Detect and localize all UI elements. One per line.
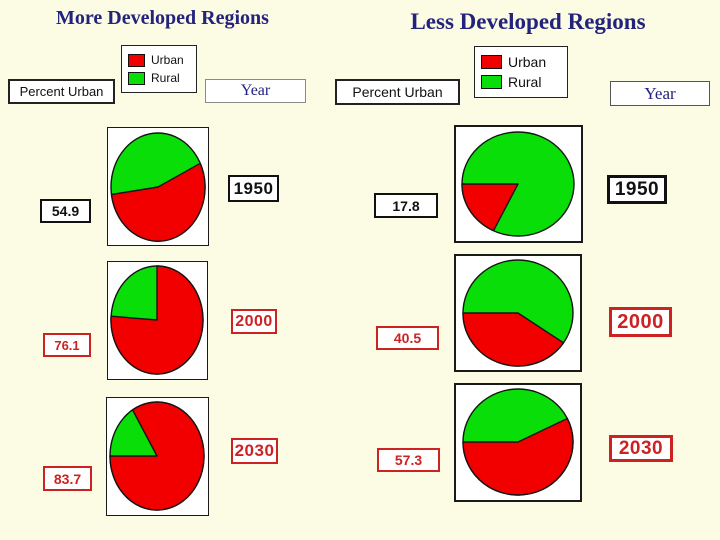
rural-color-swatch <box>128 71 145 85</box>
percent-value-badge: 17.8 <box>374 193 438 218</box>
left-year-header: Year <box>205 79 306 103</box>
rural-color-swatch <box>481 75 502 89</box>
urban-color-swatch <box>128 53 145 67</box>
rural-legend-label: Rural <box>151 71 180 85</box>
left-percent-urban-header: Percent Urban <box>8 79 115 104</box>
urban-legend-label: Urban <box>151 53 184 67</box>
percent-value-badge: 76.1 <box>43 333 91 357</box>
right-legend: Urban Rural <box>474 46 568 98</box>
year-badge: 1950 <box>228 175 279 202</box>
pie-frame-left-2000 <box>107 261 208 380</box>
rural-legend-label: Rural <box>508 74 542 90</box>
left-legend-urban-row: Urban <box>128 53 190 67</box>
left-column-title: More Developed Regions <box>56 7 269 29</box>
pie-frame-right-1950 <box>454 125 583 243</box>
pie-frame-left-1950 <box>107 127 209 246</box>
right-legend-rural-row: Rural <box>481 74 561 90</box>
right-year-header: Year <box>610 81 710 106</box>
urban-color-swatch <box>481 55 502 69</box>
percent-value-badge: 40.5 <box>376 326 439 350</box>
left-legend-rural-row: Rural <box>128 71 190 85</box>
year-badge: 1950 <box>607 175 667 204</box>
pie-frame-left-2030 <box>106 397 209 516</box>
right-column-title: Less Developed Regions <box>410 9 646 34</box>
percent-value-badge: 57.3 <box>377 448 440 472</box>
pie-frame-right-2030 <box>454 383 582 502</box>
percent-value-badge: 83.7 <box>43 466 92 491</box>
year-badge: 2000 <box>231 309 277 334</box>
right-percent-urban-header: Percent Urban <box>335 79 460 105</box>
urban-legend-label: Urban <box>508 54 547 70</box>
year-badge: 2030 <box>231 438 278 464</box>
pie-frame-right-2000 <box>454 254 582 372</box>
year-badge: 2030 <box>609 435 673 462</box>
percent-value-badge: 54.9 <box>40 199 91 223</box>
right-legend-urban-row: Urban <box>481 54 561 70</box>
left-legend: Urban Rural <box>121 45 197 93</box>
year-badge: 2000 <box>609 307 672 337</box>
